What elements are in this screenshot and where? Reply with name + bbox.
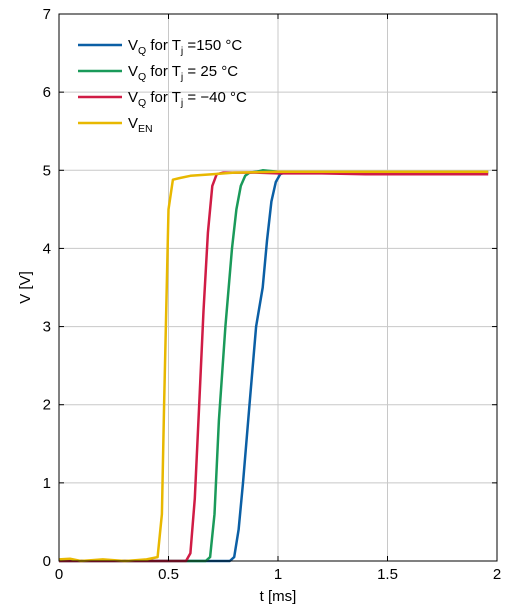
series-line-1 (59, 171, 489, 563)
x-tick-label: 2 (493, 566, 501, 583)
grid-lines (59, 14, 497, 561)
x-tick-label: 0.5 (158, 566, 179, 583)
y-tick-label: 6 (43, 84, 51, 101)
y-axis-ticks: 0 1 2 3 4 5 6 7 (43, 6, 497, 570)
x-axis-label: t [ms] (260, 588, 297, 605)
y-tick-label: 1 (43, 475, 51, 492)
x-tick-label: 0 (55, 566, 63, 583)
y-tick-label: 0 (43, 553, 51, 570)
series-lines (58, 169, 489, 563)
series-line-2 (59, 169, 489, 563)
legend-entry-label: VQ for Tj = 25 °C (128, 63, 238, 83)
legend: VQ for Tj =150 °C VQ for Tj = 25 °C VQ for… (78, 37, 247, 135)
y-tick-label: 5 (43, 162, 51, 179)
series-line-3 (59, 171, 489, 563)
y-tick-label: 7 (43, 6, 51, 23)
y-tick-label: 3 (43, 319, 51, 336)
series-line-4 (58, 170, 489, 563)
x-axis-ticks: 0 0.5 1 1.5 2 (55, 14, 501, 583)
y-axis-label: V [V] (17, 271, 34, 304)
x-tick-label: 1.5 (377, 566, 398, 583)
y-tick-label: 4 (43, 240, 51, 257)
legend-entry-label: VQ for Tj = −40 °C (128, 89, 247, 109)
legend-entry-label: VQ for Tj =150 °C (128, 37, 242, 57)
legend-entry-label: VEN (128, 115, 153, 135)
y-tick-label: 2 (43, 397, 51, 414)
x-tick-label: 1 (274, 566, 282, 583)
